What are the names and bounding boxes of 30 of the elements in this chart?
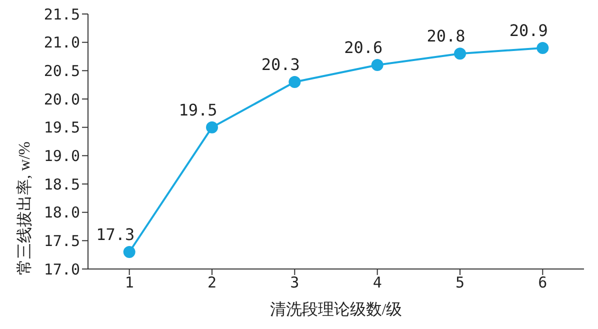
- point: [288, 76, 301, 88]
- data-label: 20.6: [344, 38, 383, 57]
- y-tick-label: 20.0: [44, 90, 80, 108]
- point: [536, 42, 549, 54]
- y-tick-label: 17.5: [44, 232, 80, 250]
- data-label: 20.8: [426, 26, 466, 46]
- data-label: 19.5: [178, 100, 218, 120]
- y-tick-label: 19.0: [44, 146, 80, 165]
- x-tick-label: 2: [207, 274, 217, 292]
- y-tick-label: 21.0: [44, 34, 80, 52]
- data-label: 20.3: [261, 55, 300, 74]
- x-tick-label: 4: [372, 274, 382, 292]
- data-label: 17.3: [96, 225, 135, 244]
- point: [206, 121, 218, 134]
- y-tick-label: 18.0: [44, 204, 80, 222]
- point: [123, 246, 136, 258]
- x-axis-title: 清洗段理论级数/级: [270, 300, 402, 318]
- y-tick-label: 19.5: [44, 118, 80, 137]
- y-axis-title: 常三线拔出率, w/%: [16, 142, 34, 275]
- y-tick-label: 20.5: [44, 62, 80, 80]
- y-tick-label: 21.5: [44, 5, 80, 24]
- y-tick-label: 17.0: [44, 260, 80, 278]
- data-label: 20.9: [509, 21, 548, 40]
- x-tick-label: 6: [538, 274, 548, 292]
- x-tick-label: 3: [290, 274, 300, 292]
- point: [371, 59, 384, 71]
- x-tick-label: 1: [124, 274, 134, 292]
- y-tick-label: 18.5: [44, 175, 80, 194]
- point: [454, 48, 466, 60]
- x-tick-label: 5: [455, 274, 465, 292]
